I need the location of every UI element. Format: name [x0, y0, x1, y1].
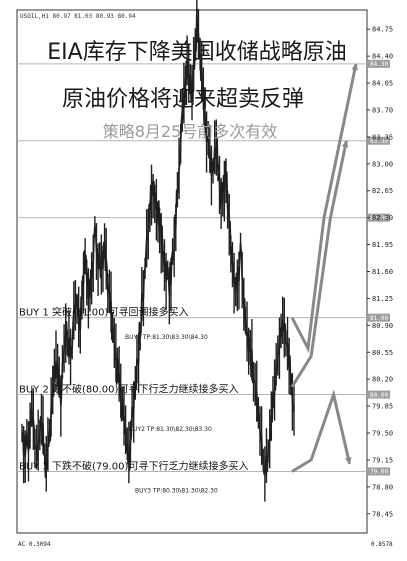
tick-label: 79.50 [372, 430, 393, 438]
level-flag [368, 213, 390, 222]
tick-label: 83.70 [372, 106, 393, 114]
buy-level-label: BUY 1 突破(81.00)可寻回调接多买入 [19, 306, 188, 319]
subtitle: 策略8月25号前多次有效 [103, 122, 278, 141]
price-axis: 84.75 84.40 84.05 83.70 83.35 83.00 82.65 82.30… [367, 26, 393, 518]
level-flag [368, 390, 390, 399]
price-series [21, 0, 295, 502]
level-flag-label: 83.30 [370, 138, 388, 145]
tick-label: 80.90 [372, 322, 393, 330]
indicator-value: 0.8578 [371, 541, 393, 548]
level-flag-label: 84.30 [370, 61, 388, 68]
arrow-head [341, 140, 349, 148]
level-flag [368, 136, 390, 145]
level-flag-label: 82.30 [370, 215, 388, 222]
level-flag [368, 59, 390, 68]
projection-arrow [291, 389, 352, 473]
tick-label: 78.45 [372, 510, 393, 518]
tick-label: 78.80 [372, 483, 393, 491]
annotations: BUY 1 突破(81.00)可寻回调接多买入 BUY 2 跌不破(80.00)可… [19, 306, 248, 495]
level-flag-label: 81.00 [370, 315, 388, 322]
buy-level-label: BUY 3 下跌不破(79.00)可寻下行乏力继续接多买入 [19, 459, 248, 472]
tick-label: 83.00 [372, 160, 393, 168]
tick-label: 82.65 [372, 187, 393, 195]
target-label: BUY1 TP:81.30\83.30\84.30 [125, 334, 208, 341]
tick-label: 84.75 [372, 26, 393, 34]
arrow-head [351, 63, 359, 71]
tick-label: 81.60 [372, 268, 393, 276]
level-lines: 84.30 83.30 82.30 81.00 80.00 79.00 [17, 59, 390, 476]
title-line-2: 原油价格将迎来超卖反弹 [62, 87, 304, 112]
projection-arrow [290, 63, 358, 354]
tick-label: 80.20 [372, 376, 393, 384]
target-label: BUY2 TP:81.30\82.30\83.30 [129, 426, 212, 433]
projection-arrows [290, 63, 359, 473]
tick-label: 84.40 [372, 53, 393, 61]
indicator-label: AC 0.3094 [18, 541, 51, 548]
level-flag [368, 313, 390, 322]
tick-label: 80.55 [372, 349, 393, 357]
arrow-head [344, 457, 352, 464]
tick-label: 83.35 [372, 133, 393, 141]
chart-header: USOIL,H1 80.97 81.03 80.93 80.94 [20, 13, 136, 20]
level-flag [368, 467, 390, 476]
tick-label: 79.15 [372, 456, 393, 464]
buy-level-label: BUY 2 跌不破(80.00)可寻下行乏力继续接多买入 [19, 383, 238, 396]
projection-arrow [290, 140, 348, 388]
tick-label: 81.95 [372, 241, 393, 249]
level-flag-label: 79.00 [370, 469, 388, 476]
tick-label: 84.05 [372, 80, 393, 88]
tick-label: 82.30 [372, 214, 393, 222]
tick-label: 81.25 [372, 295, 393, 303]
level-flag-label: 80.00 [370, 392, 388, 399]
tick-label: 79.85 [372, 403, 393, 411]
target-label: BUY3 TP:80.30\81.30\82.30 [135, 488, 218, 495]
title-line-1: EIA库存下降美国收储战略原油 [47, 40, 346, 65]
